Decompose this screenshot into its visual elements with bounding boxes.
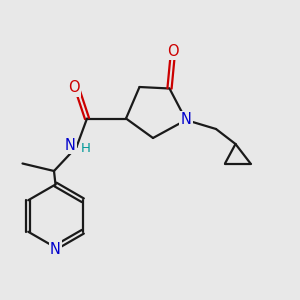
Text: H: H [81, 142, 91, 155]
Text: N: N [64, 138, 75, 153]
Text: O: O [69, 80, 80, 95]
Text: N: N [50, 242, 61, 256]
Text: O: O [167, 44, 178, 59]
Text: N: N [181, 112, 191, 128]
